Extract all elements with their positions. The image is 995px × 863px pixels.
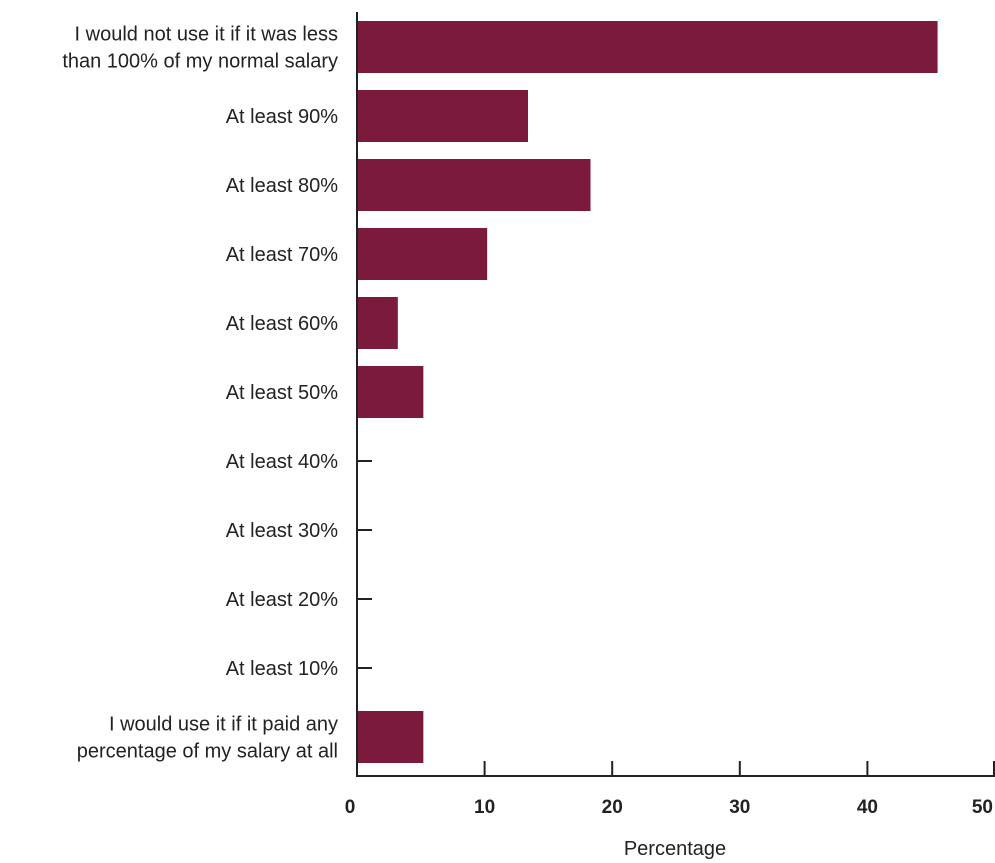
bar — [357, 711, 424, 763]
category-label: At least 20% — [226, 589, 339, 611]
category-label: At least 80% — [226, 175, 339, 197]
x-tick-label: 10 — [474, 797, 495, 818]
bars-group — [357, 21, 938, 763]
x-tick-label: 20 — [602, 797, 623, 818]
x-tick-label: 30 — [729, 797, 750, 818]
x-tick-label: 40 — [857, 797, 878, 818]
bar — [357, 21, 938, 73]
category-label: At least 30% — [226, 520, 339, 542]
bar — [357, 90, 528, 142]
category-label: At least 10% — [226, 658, 339, 680]
x-ticks-group: 0 10 20 30 40 50 — [345, 761, 995, 818]
x-tick-label: 0 — [345, 797, 356, 818]
bar — [357, 159, 591, 211]
category-label: At least 60% — [226, 313, 339, 335]
axes-group — [356, 12, 995, 777]
category-label: At least 90% — [226, 106, 339, 128]
bar — [357, 366, 424, 418]
category-label: At least 70% — [226, 244, 339, 266]
category-label: percentage of my salary at all — [77, 741, 338, 763]
category-label: At least 40% — [226, 451, 339, 473]
x-axis-title: Percentage — [624, 838, 726, 860]
category-label: At least 50% — [226, 382, 339, 404]
x-tick-label: 50 — [972, 797, 993, 818]
category-label: I would not use it if it was less — [75, 24, 338, 46]
category-labels: I would not use it if it was less than 10… — [62, 24, 338, 763]
bar — [357, 297, 398, 349]
bar — [357, 228, 488, 280]
category-label: than 100% of my normal salary — [62, 51, 338, 73]
category-label: I would use it if it paid any — [109, 714, 338, 736]
